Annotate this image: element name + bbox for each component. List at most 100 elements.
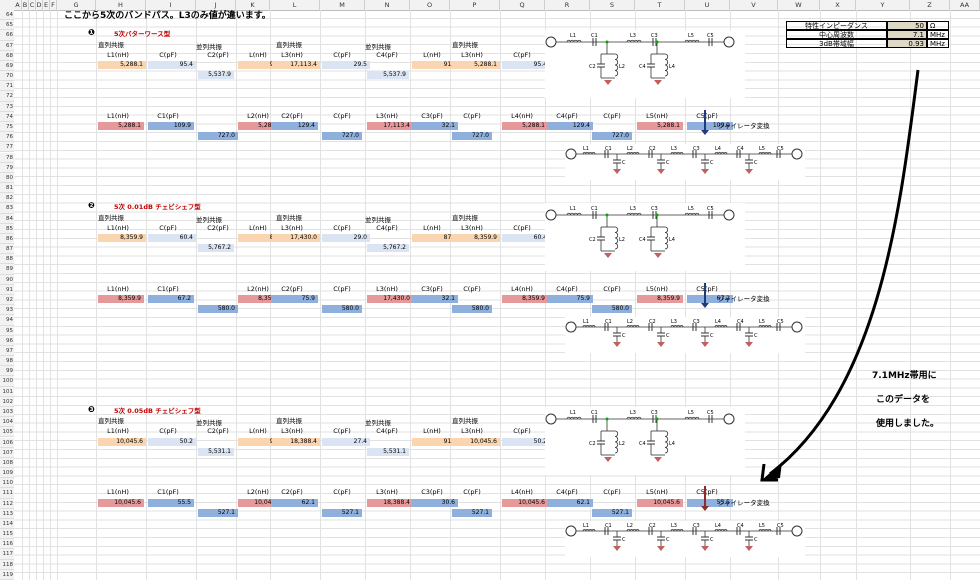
- value-cell[interactable]: 10,045.6: [98, 498, 144, 507]
- value-cell[interactable]: 727.0: [322, 132, 362, 141]
- row-header-108[interactable]: 108: [0, 457, 14, 469]
- column-header-K[interactable]: K: [236, 0, 270, 10]
- row-header-109[interactable]: 109: [0, 468, 14, 479]
- value-cell[interactable]: 8,359.9: [452, 233, 500, 242]
- row-header-95[interactable]: 95: [0, 325, 14, 336]
- value-cell[interactable]: 8,359.9: [238, 295, 284, 303]
- column-header-AA[interactable]: AA: [950, 0, 980, 10]
- row-header-89[interactable]: 89: [0, 264, 14, 275]
- column-header-H[interactable]: H: [96, 0, 146, 10]
- value-cell[interactable]: 727.0: [198, 132, 238, 141]
- value-cell[interactable]: 8,359.9: [98, 295, 144, 303]
- value-cell[interactable]: 55.5: [687, 498, 733, 507]
- value-cell[interactable]: 109.9: [687, 121, 733, 130]
- circuit-diagram-top-3[interactable]: L1 L3 L5 C1 C3 C5 C2 L2 C4 L4: [545, 406, 745, 475]
- value-cell[interactable]: 8,359.9: [637, 295, 683, 303]
- value-cell[interactable]: 10,045.6: [452, 437, 500, 446]
- row-header-87[interactable]: 87: [0, 244, 14, 255]
- value-cell[interactable]: 527.1: [452, 508, 492, 517]
- column-header-Z[interactable]: Z: [910, 0, 950, 10]
- value-cell[interactable]: 60.4: [502, 233, 550, 242]
- value-cell[interactable]: 5,288.1: [98, 60, 146, 69]
- row-header-105[interactable]: 105: [0, 427, 14, 438]
- value-cell[interactable]: 580.0: [452, 305, 492, 314]
- value-cell[interactable]: 17,113.4: [272, 60, 320, 69]
- row-header-112[interactable]: 112: [0, 498, 14, 509]
- row-header-68[interactable]: 68: [0, 50, 14, 61]
- value-cell[interactable]: 18,388.4: [367, 498, 413, 507]
- row-header-71[interactable]: 71: [0, 81, 14, 92]
- row-header-85[interactable]: 85: [0, 223, 14, 234]
- row-header-98[interactable]: 98: [0, 356, 14, 367]
- row-header-116[interactable]: 116: [0, 539, 14, 550]
- row-header-83[interactable]: 83: [0, 203, 14, 214]
- value-cell[interactable]: 91.1: [412, 60, 460, 69]
- value-cell[interactable]: 50.2: [502, 437, 550, 446]
- row-header-80[interactable]: 80: [0, 172, 14, 184]
- row-header-118[interactable]: 118: [0, 559, 14, 570]
- row-header-77[interactable]: 77: [0, 142, 14, 153]
- column-header-O[interactable]: O: [410, 0, 450, 10]
- row-header-117[interactable]: 117: [0, 549, 14, 560]
- row-header-107[interactable]: 107: [0, 447, 14, 458]
- value-cell[interactable]: 62.1: [547, 498, 593, 507]
- row-header-64[interactable]: 64: [0, 10, 14, 21]
- value-cell[interactable]: 8,359.9: [502, 295, 548, 303]
- value-cell[interactable]: 527.1: [322, 508, 362, 517]
- row-header-75[interactable]: 75: [0, 121, 14, 133]
- row-header-66[interactable]: 66: [0, 30, 14, 41]
- row-header-76[interactable]: 76: [0, 132, 14, 143]
- value-cell[interactable]: 5,767.2: [367, 244, 409, 253]
- column-header-S[interactable]: S: [590, 0, 635, 10]
- column-header-M[interactable]: M: [320, 0, 365, 10]
- row-header-111[interactable]: 111: [0, 488, 14, 499]
- column-header-Q[interactable]: Q: [500, 0, 545, 10]
- column-header-U[interactable]: U: [685, 0, 730, 10]
- row-header-93[interactable]: 93: [0, 305, 14, 316]
- column-header-F[interactable]: F: [50, 0, 57, 10]
- value-cell[interactable]: 30.6: [412, 498, 458, 507]
- param-value-impedance[interactable]: 50: [887, 21, 927, 30]
- row-header-91[interactable]: 91: [0, 284, 14, 295]
- value-cell[interactable]: 67.2: [148, 295, 194, 303]
- value-cell[interactable]: 5,288.1: [502, 121, 548, 130]
- circuit-diagram-bottom-2[interactable]: L1 C1 L2 C2 L3 C3 L4 C4 L5 C5 C C C C: [565, 317, 805, 354]
- value-cell[interactable]: 32.1: [412, 121, 458, 130]
- value-cell[interactable]: 580.0: [322, 305, 362, 314]
- row-header-79[interactable]: 79: [0, 162, 14, 173]
- column-header-P[interactable]: P: [450, 0, 500, 10]
- value-cell[interactable]: 32.1: [412, 295, 458, 303]
- column-header-L[interactable]: L: [270, 0, 320, 10]
- value-cell[interactable]: 5,288.1: [238, 121, 284, 130]
- param-value-bandwidth[interactable]: 0.93: [887, 39, 927, 48]
- row-header-88[interactable]: 88: [0, 254, 14, 265]
- column-header-Y[interactable]: Y: [856, 0, 910, 10]
- value-cell[interactable]: 75.9: [272, 295, 318, 303]
- row-header-100[interactable]: 100: [0, 376, 14, 387]
- value-cell[interactable]: 95.4: [502, 60, 550, 69]
- column-header-C[interactable]: C: [29, 0, 36, 10]
- value-cell[interactable]: 87.5: [412, 233, 460, 242]
- row-header-94[interactable]: 94: [0, 315, 14, 326]
- column-header-D[interactable]: D: [36, 0, 43, 10]
- column-header-T[interactable]: T: [635, 0, 685, 10]
- row-header-103[interactable]: 103: [0, 406, 14, 418]
- row-header-99[interactable]: 99: [0, 366, 14, 377]
- param-value-center-freq[interactable]: 7.1: [887, 30, 927, 39]
- value-cell[interactable]: 580.0: [198, 305, 238, 314]
- column-header-I[interactable]: I: [146, 0, 196, 10]
- value-cell[interactable]: 5,531.1: [367, 447, 409, 456]
- column-header-A[interactable]: A: [14, 0, 22, 10]
- value-cell[interactable]: 17,430.0: [367, 295, 413, 303]
- value-cell[interactable]: 60.4: [148, 233, 196, 242]
- value-cell[interactable]: 527.1: [198, 508, 238, 517]
- value-cell[interactable]: 75.9: [547, 295, 593, 303]
- value-cell[interactable]: 5,537.9: [198, 71, 234, 80]
- value-cell[interactable]: 727.0: [452, 132, 492, 141]
- value-cell[interactable]: 67.2: [687, 295, 733, 303]
- row-header-82[interactable]: 82: [0, 193, 14, 204]
- value-cell[interactable]: 5,288.1: [98, 121, 144, 130]
- column-header-N[interactable]: N: [365, 0, 410, 10]
- row-header-69[interactable]: 69: [0, 60, 14, 72]
- column-header-J[interactable]: J: [196, 0, 236, 10]
